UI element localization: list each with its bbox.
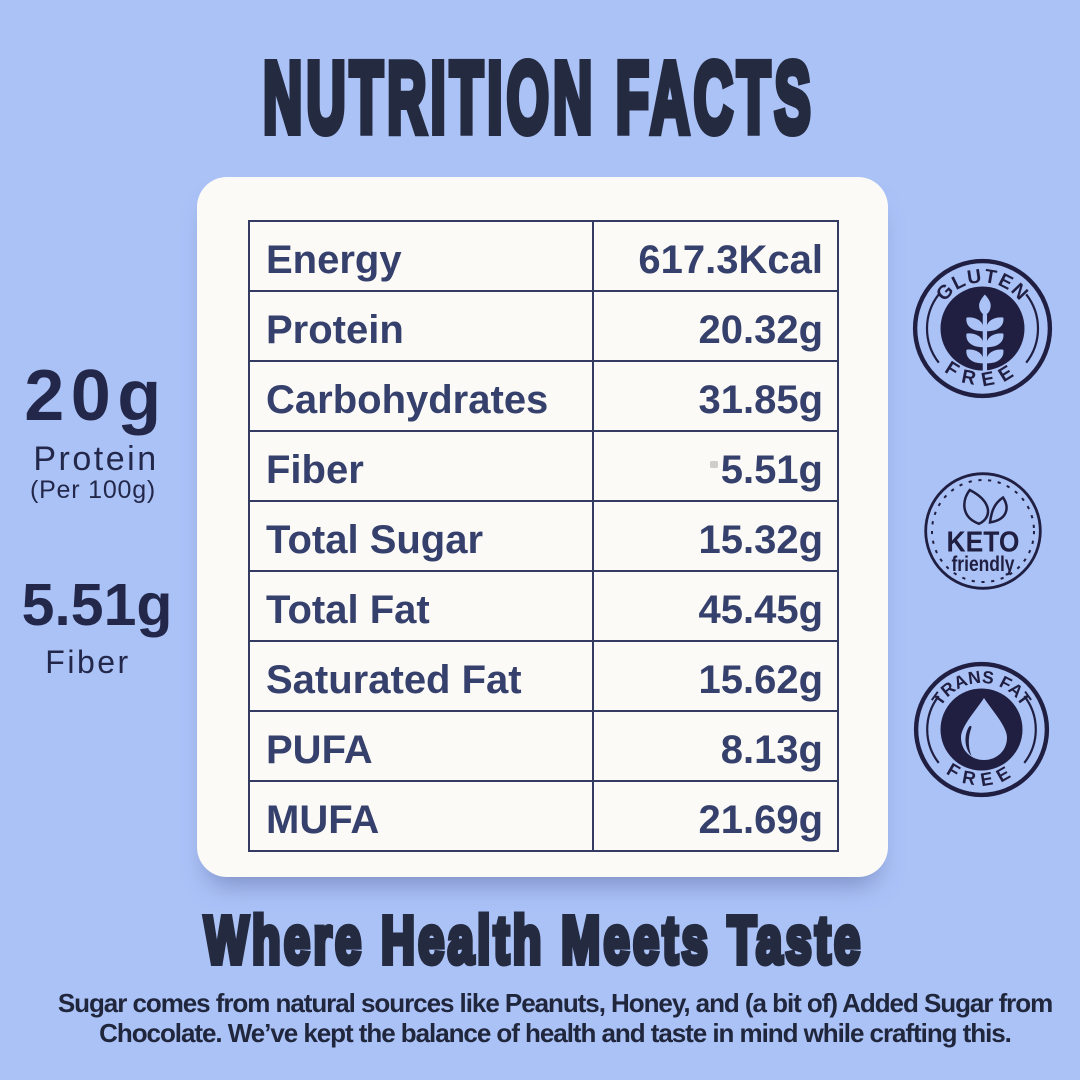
- svg-text:KETO: KETO: [947, 527, 1020, 559]
- svg-text:friendly: friendly: [952, 552, 1015, 576]
